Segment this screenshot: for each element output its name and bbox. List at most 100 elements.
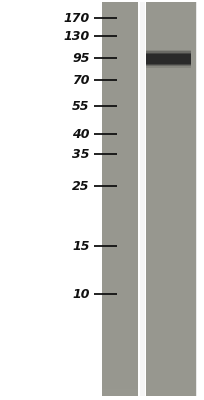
Bar xyxy=(146,383,196,390)
Bar xyxy=(146,298,196,304)
Bar xyxy=(146,225,196,232)
Bar xyxy=(102,160,138,166)
Bar xyxy=(146,311,196,317)
Bar xyxy=(102,74,138,81)
Bar xyxy=(102,238,138,245)
Bar xyxy=(146,192,196,199)
Bar xyxy=(102,114,138,120)
Bar xyxy=(102,2,138,8)
Bar xyxy=(146,278,196,284)
Bar xyxy=(102,186,138,192)
Bar xyxy=(146,8,196,15)
Bar xyxy=(102,258,138,265)
Bar xyxy=(102,87,138,94)
Bar xyxy=(102,317,138,324)
Bar xyxy=(146,173,196,179)
Bar xyxy=(102,81,138,87)
Bar xyxy=(146,35,196,42)
Bar xyxy=(146,337,196,344)
Bar xyxy=(102,304,138,311)
Bar xyxy=(102,225,138,232)
Bar xyxy=(146,179,196,186)
Bar xyxy=(146,50,191,68)
Bar xyxy=(102,153,138,160)
Bar xyxy=(146,357,196,363)
Bar xyxy=(102,2,138,396)
Bar xyxy=(146,252,196,258)
Bar xyxy=(146,265,196,271)
Bar xyxy=(102,68,138,74)
Bar xyxy=(102,357,138,363)
Bar xyxy=(102,28,138,35)
Bar xyxy=(102,324,138,330)
Bar xyxy=(102,311,138,317)
Bar xyxy=(146,54,196,61)
Bar xyxy=(146,238,196,245)
Text: 55: 55 xyxy=(72,100,90,112)
Bar xyxy=(102,284,138,291)
Bar xyxy=(102,330,138,337)
Bar xyxy=(102,291,138,298)
Bar xyxy=(146,245,196,252)
Bar xyxy=(146,28,196,35)
Bar xyxy=(146,127,196,133)
Bar xyxy=(146,271,196,278)
Bar xyxy=(146,114,196,120)
Bar xyxy=(146,291,196,298)
Bar xyxy=(102,212,138,219)
Bar xyxy=(102,42,138,48)
Text: 130: 130 xyxy=(63,30,90,42)
Bar xyxy=(102,94,138,100)
Bar xyxy=(102,376,138,383)
Bar xyxy=(146,258,196,265)
Bar xyxy=(102,383,138,390)
Bar xyxy=(102,370,138,376)
Bar xyxy=(146,15,196,22)
Bar xyxy=(102,252,138,258)
Text: 15: 15 xyxy=(72,240,90,252)
Bar xyxy=(146,48,196,54)
Bar xyxy=(146,232,196,238)
Bar xyxy=(102,133,138,140)
Bar xyxy=(146,22,196,28)
Bar xyxy=(102,15,138,22)
Bar xyxy=(102,107,138,114)
Bar xyxy=(146,199,196,206)
Bar xyxy=(146,304,196,311)
Bar xyxy=(146,52,191,65)
Bar xyxy=(102,278,138,284)
Bar xyxy=(102,146,138,153)
Text: 35: 35 xyxy=(72,148,90,160)
Bar xyxy=(102,35,138,42)
Bar xyxy=(102,199,138,206)
Bar xyxy=(146,2,196,8)
Bar xyxy=(102,120,138,127)
Bar xyxy=(102,54,138,61)
Bar xyxy=(146,42,196,48)
Bar xyxy=(146,100,196,107)
Bar xyxy=(102,173,138,179)
Bar xyxy=(102,298,138,304)
Bar xyxy=(196,2,197,396)
Text: 95: 95 xyxy=(72,52,90,64)
Bar xyxy=(146,344,196,350)
Text: 10: 10 xyxy=(72,288,90,300)
Bar xyxy=(146,81,196,87)
Bar xyxy=(146,74,196,81)
Bar xyxy=(102,48,138,54)
Bar xyxy=(102,140,138,146)
Bar xyxy=(146,324,196,330)
Bar xyxy=(146,186,196,192)
Text: 40: 40 xyxy=(72,128,90,140)
Bar xyxy=(102,337,138,344)
Bar xyxy=(146,61,196,68)
Bar xyxy=(102,127,138,133)
Bar xyxy=(146,160,196,166)
Bar xyxy=(102,245,138,252)
Bar xyxy=(146,68,196,74)
Bar xyxy=(102,192,138,199)
Bar xyxy=(146,390,196,396)
Bar xyxy=(146,51,191,66)
Bar xyxy=(146,376,196,383)
Bar xyxy=(146,363,196,370)
